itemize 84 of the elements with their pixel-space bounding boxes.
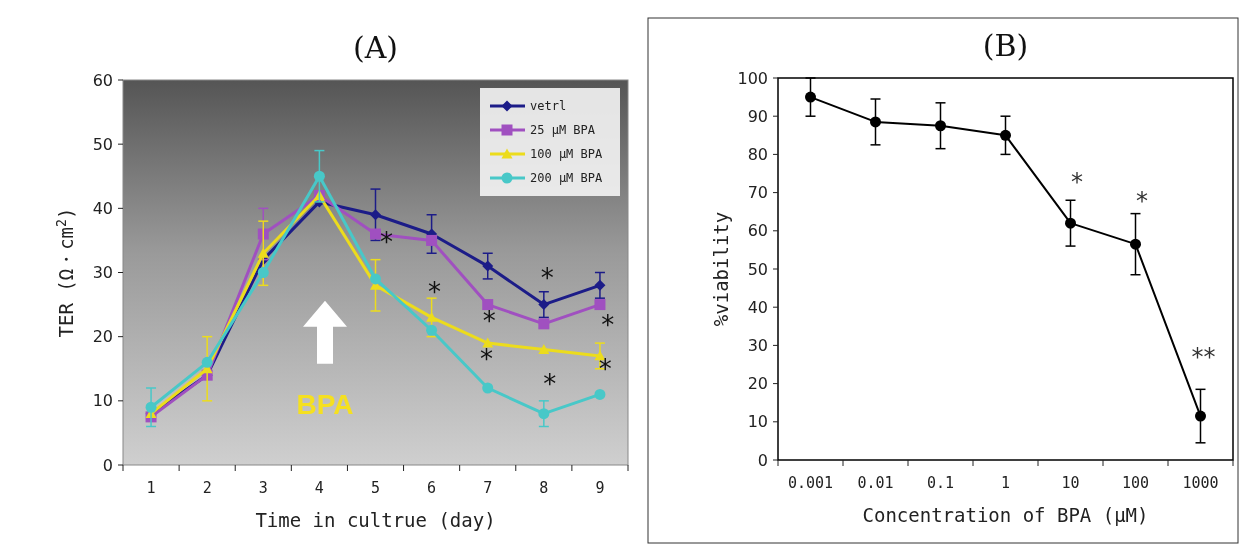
annotation: *	[428, 276, 442, 307]
point	[426, 234, 438, 246]
x-tick-label: 5	[370, 479, 381, 497]
point	[482, 382, 494, 394]
chart-title: (A)	[352, 30, 399, 65]
y-tick-label: 40	[92, 198, 113, 218]
annotation: *	[380, 226, 394, 257]
y-axis-title: %viability	[710, 211, 732, 327]
y-tick-label: 30	[92, 263, 113, 283]
y-tick-label: 0	[102, 455, 113, 475]
x-tick-label: 2	[202, 479, 212, 497]
x-tick-label: 8	[539, 479, 549, 497]
y-tick-label: 80	[747, 145, 768, 164]
x-tick-label: 100	[1121, 474, 1150, 492]
point	[594, 299, 606, 311]
annotation: **	[1191, 343, 1216, 372]
point	[935, 120, 946, 132]
point	[1195, 410, 1206, 422]
x-tick-label: 3	[258, 479, 268, 497]
x-tick-label: 6	[427, 479, 437, 497]
point	[426, 324, 438, 336]
y-tick-label: 60	[747, 221, 768, 241]
point	[370, 209, 381, 221]
point	[594, 279, 606, 291]
annotation: *	[598, 353, 612, 384]
x-tick-label: 4	[314, 479, 324, 497]
point	[482, 260, 494, 272]
point	[482, 337, 494, 348]
point	[538, 408, 550, 420]
y-tick-label: 40	[747, 297, 768, 317]
point	[257, 247, 269, 258]
point	[538, 318, 550, 330]
point	[594, 388, 606, 400]
y-tick-label: 0	[757, 450, 768, 470]
x-tick-label: 7	[483, 479, 493, 497]
legend-label: 200 μM BPA	[530, 171, 604, 186]
x-axis-title: Concentration of BPA (μM)	[862, 504, 1149, 526]
point	[257, 228, 269, 240]
x-tick-label: 0.01	[857, 474, 894, 492]
y-tick-label: 20	[747, 374, 768, 394]
y-tick-label: 20	[92, 327, 113, 347]
point	[1065, 217, 1076, 229]
point	[1130, 238, 1141, 250]
point	[538, 344, 550, 354]
annotation: *	[601, 309, 615, 340]
point	[370, 273, 381, 285]
point	[313, 170, 325, 182]
y-tick-label: 30	[747, 336, 768, 355]
point	[257, 267, 269, 278]
x-tick-label: 1	[1000, 474, 1011, 492]
point	[870, 116, 881, 128]
point	[538, 299, 550, 311]
y-tick-label: 50	[92, 134, 113, 154]
x-tick-label: 0.1	[926, 474, 955, 492]
point	[1000, 129, 1011, 141]
point	[370, 228, 381, 240]
x-tick-label: 9	[595, 479, 605, 497]
x-axis-title: Time in cultrue (day)	[255, 509, 496, 531]
y-tick-label: 50	[747, 259, 768, 279]
annotation: *	[1136, 186, 1148, 215]
annotation: BPA	[296, 388, 354, 420]
legend-label: vetrl	[530, 99, 567, 114]
legend-label: 25 μM BPA	[530, 123, 596, 138]
x-tick-label: 1	[146, 479, 156, 497]
annotation: *	[540, 263, 554, 294]
y-tick-label: 90	[747, 106, 768, 126]
point	[482, 299, 494, 311]
y-tick-label: 70	[747, 183, 768, 203]
point	[201, 356, 213, 368]
x-tick-label: 0.001	[787, 474, 834, 492]
annotation: *	[1070, 167, 1083, 196]
y-tick-label: 100	[737, 68, 768, 88]
point	[145, 401, 157, 413]
y-tick-label: 10	[747, 412, 768, 432]
y-tick-label: 60	[92, 70, 113, 90]
chart-title: (B)	[982, 28, 1029, 63]
y-tick-label: 10	[92, 391, 113, 411]
x-tick-label: 1000	[1182, 474, 1219, 492]
annotation: *	[543, 369, 557, 400]
legend-label: 100 μM BPA	[530, 147, 604, 162]
x-tick-label: 10	[1061, 474, 1080, 492]
annotation: *	[480, 344, 494, 375]
annotation: *	[482, 305, 496, 336]
point	[805, 91, 816, 103]
